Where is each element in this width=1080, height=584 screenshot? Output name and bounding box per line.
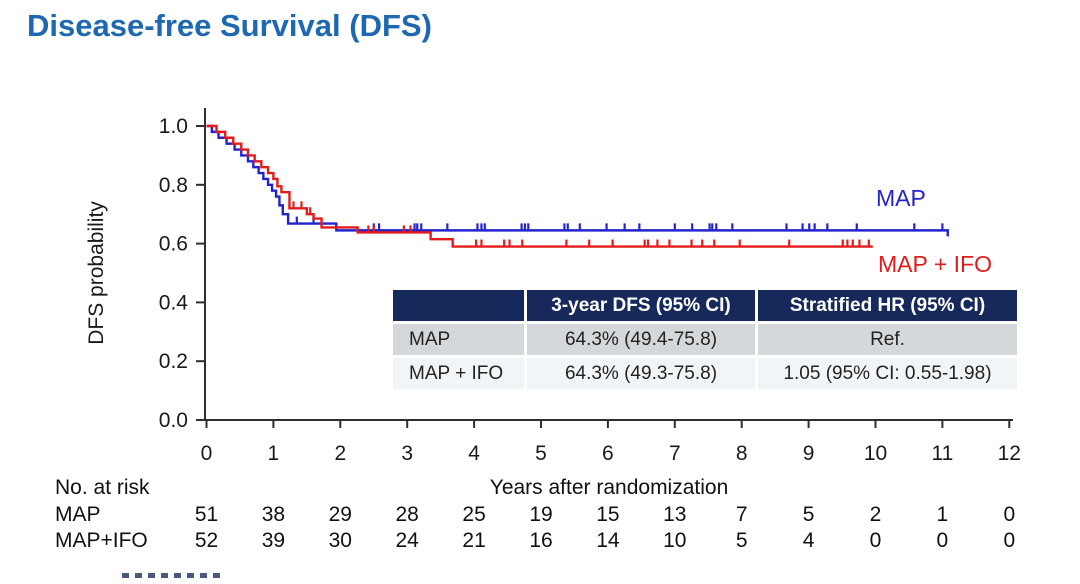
x-axis-title: Years after randomization <box>489 476 729 499</box>
x-tick-label: 8 <box>736 442 748 465</box>
risk-count: 21 <box>462 529 486 552</box>
x-tick-label: 2 <box>334 442 346 465</box>
x-tick-label: 12 <box>998 442 1021 465</box>
summary-header-dfs: 3-year DFS (95% CI) <box>527 290 758 321</box>
risk-count: 52 <box>194 529 219 552</box>
results-summary-table: 3-year DFS (95% CI) Stratified HR (95% C… <box>393 287 1017 392</box>
risk-count: 0 <box>936 529 949 552</box>
legend-label-map: MAP <box>876 185 926 211</box>
summary-cell-map-name: MAP <box>393 324 527 355</box>
y-tick-label: 1.0 <box>159 115 188 138</box>
curve-map-ifo <box>206 124 873 248</box>
summary-header-hr: Stratified HR (95% CI) <box>758 290 1017 321</box>
risk-count: 28 <box>395 503 419 526</box>
risk-table-title: No. at risk <box>55 476 150 499</box>
risk-count: 13 <box>663 503 687 526</box>
summary-cell-map-dfs: 64.3% (49.4-75.8) <box>527 324 758 355</box>
x-tick-label: 7 <box>669 442 681 465</box>
risk-count: 39 <box>261 529 286 552</box>
risk-count: 2 <box>869 503 882 526</box>
curve-map <box>206 124 949 237</box>
risk-count: 10 <box>663 529 687 552</box>
clipped-text-fragment <box>122 573 226 578</box>
summary-header-row: 3-year DFS (95% CI) Stratified HR (95% C… <box>393 290 1017 321</box>
risk-row-label-map: MAP <box>55 503 101 526</box>
summary-row-map-ifo: MAP + IFO 64.3% (49.3-75.8) 1.05 (95% CI… <box>393 358 1017 389</box>
summary-row-map: MAP 64.3% (49.4-75.8) Ref. <box>393 324 1017 355</box>
risk-count: 24 <box>395 529 419 552</box>
summary-cell-mapifo-name: MAP + IFO <box>393 358 527 389</box>
risk-count: 30 <box>328 529 352 552</box>
y-tick-label: 0.4 <box>159 291 189 314</box>
risk-count: 5 <box>802 503 815 526</box>
y-tick-label: 0.6 <box>159 233 188 256</box>
risk-row-label-mapifo: MAP+IFO <box>55 529 148 552</box>
risk-count: 0 <box>1003 503 1016 526</box>
risk-count: 1 <box>936 503 949 526</box>
risk-count: 0 <box>869 529 882 552</box>
risk-count: 5 <box>735 529 748 552</box>
x-tick-label: 10 <box>864 442 887 465</box>
risk-count: 15 <box>596 503 620 526</box>
x-tick-label: 1 <box>268 442 280 465</box>
x-tick-label: 3 <box>401 442 413 465</box>
y-tick-label: 0.2 <box>159 350 188 373</box>
x-tick-label: 9 <box>803 442 815 465</box>
risk-count: 7 <box>735 503 748 526</box>
legend-label-map-ifo: MAP + IFO <box>878 251 992 277</box>
risk-count: 38 <box>261 503 286 526</box>
page-title: Disease-free Survival (DFS) <box>27 8 432 43</box>
risk-count: 0 <box>1003 529 1016 552</box>
summary-cell-mapifo-dfs: 64.3% (49.3-75.8) <box>527 358 758 389</box>
x-tick-label: 0 <box>201 442 213 465</box>
risk-count: 19 <box>529 503 553 526</box>
x-tick-label: 11 <box>931 442 953 465</box>
y-tick-label: 0.0 <box>159 409 188 432</box>
risk-count: 4 <box>802 529 815 552</box>
summary-cell-map-hr: Ref. <box>758 324 1017 355</box>
x-tick-label: 6 <box>602 442 614 465</box>
x-tick-label: 5 <box>535 442 547 465</box>
axis-tick-labels: 0.00.20.40.60.81.00 1 2 3 4 5 6 7 8 9 10 11 12 <box>159 115 1021 465</box>
risk-count: 51 <box>194 503 219 526</box>
risk-count: 16 <box>529 529 553 552</box>
risk-count: 14 <box>596 529 620 552</box>
summary-header-empty <box>393 290 527 321</box>
y-axis-title: DFS probability <box>85 201 108 345</box>
risk-count: 25 <box>462 503 486 526</box>
risk-count: 29 <box>328 503 352 526</box>
y-tick-label: 0.8 <box>159 174 188 197</box>
x-tick-label: 4 <box>468 442 480 465</box>
summary-cell-mapifo-hr: 1.05 (95% CI: 0.55-1.98) <box>758 358 1017 389</box>
survival-curves <box>206 124 949 248</box>
axes <box>196 108 1013 428</box>
